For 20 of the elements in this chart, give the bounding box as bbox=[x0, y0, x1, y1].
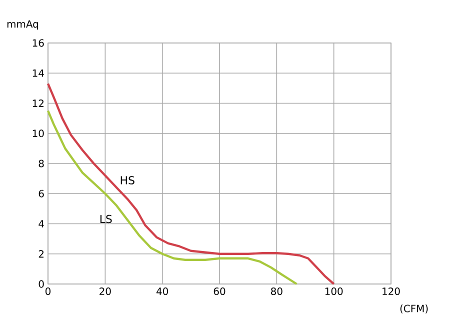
x-tick-label: 120 bbox=[382, 288, 400, 296]
y-axis-title: mmAq bbox=[7, 20, 38, 30]
x-tick-label: 40 bbox=[156, 288, 168, 296]
y-tick-label: 2 bbox=[38, 250, 44, 258]
y-tick-label: 6 bbox=[38, 190, 44, 198]
x-axis-title: (CFM) bbox=[400, 304, 428, 314]
y-tick-label: 10 bbox=[32, 130, 44, 138]
y-tick-label: 8 bbox=[38, 160, 44, 168]
series-label: HS bbox=[120, 176, 134, 184]
x-tick-label: 80 bbox=[271, 288, 282, 296]
series-label: LS bbox=[100, 214, 112, 224]
y-tick-label: 14 bbox=[32, 69, 44, 77]
y-tick-label: 16 bbox=[32, 39, 44, 47]
x-tick-label: 60 bbox=[214, 288, 226, 296]
x-tick-label: 100 bbox=[325, 288, 343, 296]
y-tick-label: 4 bbox=[38, 220, 44, 228]
y-tick-label: 0 bbox=[38, 280, 44, 288]
y-tick-label: 12 bbox=[32, 100, 44, 107]
x-tick-label: 20 bbox=[100, 288, 111, 296]
x-tick-label: 0 bbox=[45, 288, 51, 296]
